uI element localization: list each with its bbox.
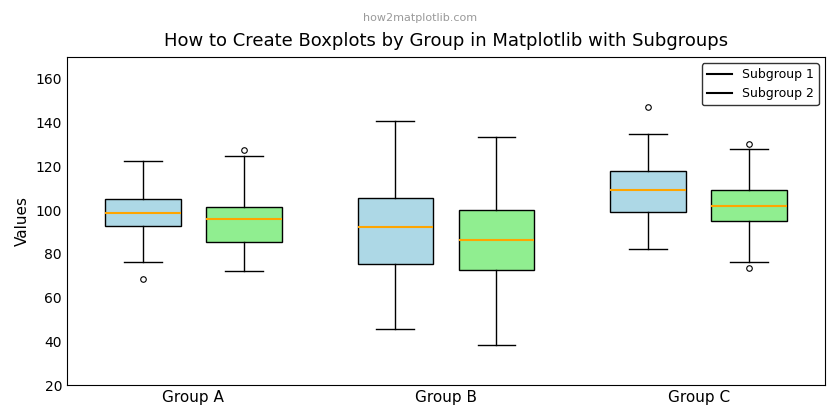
PathPatch shape <box>206 207 281 242</box>
PathPatch shape <box>459 210 534 270</box>
Text: how2matplotlib.com: how2matplotlib.com <box>363 13 477 23</box>
Title: How to Create Boxplots by Group in Matplotlib with Subgroups: How to Create Boxplots by Group in Matpl… <box>164 32 728 50</box>
PathPatch shape <box>105 200 181 226</box>
Legend: Subgroup 1, Subgroup 2: Subgroup 1, Subgroup 2 <box>702 63 819 105</box>
Y-axis label: Values: Values <box>15 196 30 246</box>
PathPatch shape <box>711 190 787 221</box>
PathPatch shape <box>358 198 433 263</box>
PathPatch shape <box>610 171 686 212</box>
